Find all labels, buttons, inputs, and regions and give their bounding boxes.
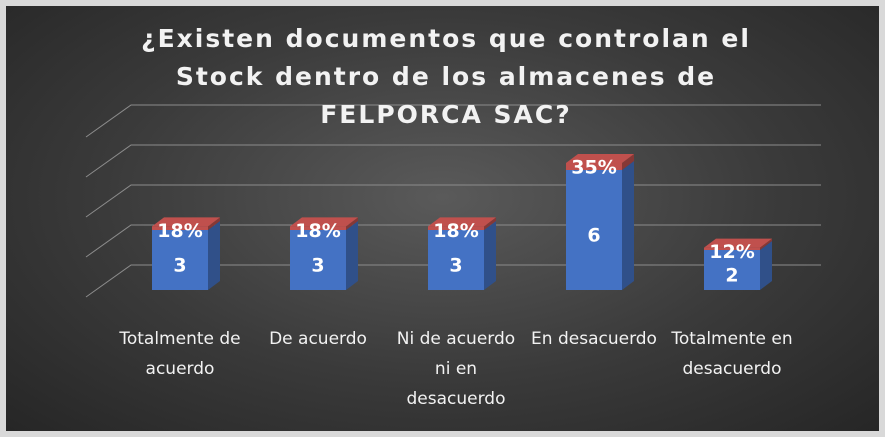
bar [704, 247, 760, 250]
data-label: 3 [173, 255, 186, 277]
data-label: 35% [571, 157, 616, 179]
bar-top [704, 238, 772, 248]
x-tick-label: En desacuerdo [531, 329, 657, 349]
bar [290, 226, 346, 230]
data-label: 3 [449, 255, 462, 277]
bar-top [152, 217, 220, 227]
bar-top [290, 217, 358, 227]
bar [428, 226, 484, 230]
grid-line [85, 144, 821, 178]
bar [566, 163, 622, 170]
data-label: 6 [587, 225, 600, 247]
data-label: 18% [157, 220, 202, 242]
data-label: 3 [311, 255, 324, 277]
data-label: 12% [709, 241, 754, 263]
bar-side [484, 221, 496, 290]
bar [152, 230, 208, 290]
bar-side [760, 238, 772, 250]
chart-title: ¿Existen documentos que controlan el Sto… [141, 24, 751, 129]
bar [290, 230, 346, 290]
bar-side [622, 154, 634, 170]
bar-side [760, 241, 772, 290]
data-label: 18% [295, 220, 340, 242]
grid-line [85, 104, 821, 138]
x-tick-label: Totalmente en desacuerdo [671, 329, 793, 379]
bar-side [346, 217, 358, 230]
bar-side [622, 161, 634, 290]
bar [152, 226, 208, 230]
chart: 3 18% 3 18% 3 18% 6 35% 2 12% ¿Existen documentos… [6, 6, 879, 431]
x-tick-label: Ni de acuerdo ni en desacuerdo [396, 329, 516, 409]
bar-top [428, 217, 496, 227]
plot: 3 18% 3 18% 3 18% 6 35% 212% [85, 104, 821, 298]
grid-line [85, 184, 821, 218]
bar-side [484, 217, 496, 230]
bar [428, 230, 484, 290]
bar-side [208, 221, 220, 290]
x-tick-label: Totalmente de acuerdo [119, 329, 241, 379]
data-label: 18% [433, 220, 478, 242]
bar [566, 170, 622, 290]
bar [704, 250, 760, 290]
data-label: 2 [725, 265, 738, 287]
bar-side [208, 217, 220, 230]
bar-top [566, 154, 634, 163]
bar-side [346, 221, 358, 290]
x-tick-label: De acuerdo [269, 329, 367, 349]
